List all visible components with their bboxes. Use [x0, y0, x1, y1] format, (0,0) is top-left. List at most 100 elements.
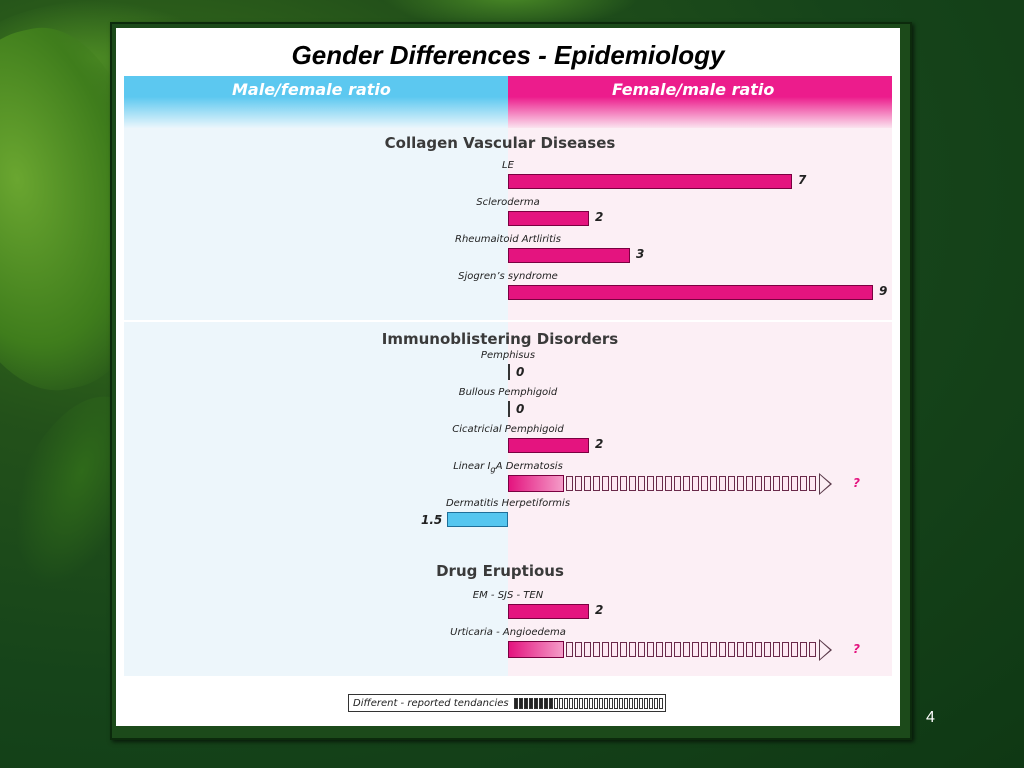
arrow-right-icon: [819, 472, 832, 495]
legend-segment: [578, 697, 583, 709]
tendency-bar-segment: [566, 642, 573, 657]
male-female-header: Male/female ratio: [124, 76, 508, 128]
bar-value-label: 7: [798, 173, 807, 187]
row-label: Sjogren’s syndrome: [458, 271, 558, 282]
tendency-bar-segment: [710, 642, 717, 657]
tendency-bar-segment: [602, 642, 609, 657]
tendency-bar-segment: [755, 476, 762, 491]
legend: Different - reported tendancies: [348, 694, 666, 712]
legend-segment: [593, 697, 598, 709]
bar-female-male: [508, 248, 630, 263]
tendency-bar-segment: [782, 642, 789, 657]
male-female-header-label: Male/female ratio: [232, 80, 391, 99]
tendency-bar-segment: [728, 642, 735, 657]
tendency-bar-solid: [508, 641, 564, 658]
tendency-bar-segment: [764, 642, 771, 657]
tendency-bar-segment: [764, 476, 771, 491]
bar-value-label: 9: [879, 284, 888, 298]
legend-tendency-swatch: [513, 697, 663, 709]
row-label: Bullous Pemphigoid: [458, 387, 558, 398]
row-label: Urticaria - Angioedema: [450, 627, 566, 638]
tendency-bar-segment: [638, 476, 645, 491]
tendency-bar-segment: [791, 476, 798, 491]
female-male-header-label: Female/male ratio: [612, 80, 775, 99]
tendency-bar-segment: [746, 642, 753, 657]
legend-segment: [583, 697, 588, 709]
bar-value-label: 1.5: [421, 513, 443, 527]
zero-bar: [508, 364, 510, 380]
tendency-bar-segment: [620, 476, 627, 491]
tendency-bar-segment: [602, 476, 609, 491]
legend-segment: [538, 697, 543, 709]
tendency-bar-segment: [665, 476, 672, 491]
legend-segment: [598, 697, 603, 709]
legend-segment: [603, 697, 608, 709]
tendency-bar-segment: [728, 476, 735, 491]
male-side-background: [124, 550, 508, 676]
tendency-bar-segment: [746, 476, 753, 491]
row-label-subscript: g: [490, 464, 496, 474]
tendency-bar-segment: [791, 642, 798, 657]
tendency-bar-segment: [701, 476, 708, 491]
tendency-bar-segment: [773, 476, 780, 491]
tendency-bar-segment: [629, 476, 636, 491]
legend-segment: [653, 697, 658, 709]
tendency-bar-segment: [773, 642, 780, 657]
row-label: Scleroderma: [476, 197, 540, 208]
tendency-bar-segment: [656, 476, 663, 491]
tendency-bar-segment: [611, 642, 618, 657]
tendency-bar-segment: [701, 642, 708, 657]
tendency-bar-segment: [737, 476, 744, 491]
tendency-bar-segment: [638, 642, 645, 657]
legend-segment: [563, 697, 568, 709]
legend-segment: [543, 697, 548, 709]
tendency-bar-segment: [674, 642, 681, 657]
legend-segment: [528, 697, 533, 709]
legend-segment: [638, 697, 643, 709]
tendency-bar-segment: [584, 642, 591, 657]
tendency-bar-segment: [692, 476, 699, 491]
bar-value-label: 2: [595, 603, 604, 617]
bar-value-label: 2: [595, 210, 604, 224]
legend-segment: [648, 697, 653, 709]
legend-segment: [558, 697, 563, 709]
tendency-bar-segment: [656, 642, 663, 657]
page-title: Gender Differences - Epidemiology: [291, 40, 725, 70]
section-title: Collagen Vascular Diseases: [384, 134, 616, 152]
legend-segment: [623, 697, 628, 709]
female-male-header: Female/male ratio: [508, 76, 892, 128]
tendency-bar-segment: [755, 642, 762, 657]
tendency-bar-segment: [575, 476, 582, 491]
tendency-bar-segment: [683, 476, 690, 491]
bar-male-female: [447, 512, 508, 527]
tendency-bar-segment: [710, 476, 717, 491]
bar-value-label: ?: [853, 476, 860, 490]
tendency-bar-segment: [809, 642, 816, 657]
tendency-bar-segment: [674, 476, 681, 491]
tendency-bar: [508, 638, 832, 661]
bar-value-label: 0: [516, 365, 525, 379]
legend-label: Different - reported tendancies: [353, 697, 509, 709]
row-label: Rheumaitoid Artliritis: [455, 234, 561, 245]
tendency-bar-segment: [665, 642, 672, 657]
row-label: Cicatricial Pemphigoid: [452, 424, 564, 435]
tendency-bar-segment: [683, 642, 690, 657]
zero-bar: [508, 401, 510, 417]
legend-segment: [548, 697, 553, 709]
section-title: Immunoblistering Disorders: [381, 330, 619, 348]
tendency-bar: [508, 472, 832, 495]
tendency-bar-segment: [719, 476, 726, 491]
slide-content: Gender Differences - Epidemiology Male/f…: [116, 28, 900, 726]
tendency-bar-segment: [584, 476, 591, 491]
bar-value-label: 2: [595, 437, 604, 451]
male-side-background: [124, 128, 508, 320]
legend-segment: [523, 697, 528, 709]
legend-segment: [513, 697, 518, 709]
tendency-bar-segment: [800, 476, 807, 491]
tendency-bar-solid: [508, 475, 564, 492]
legend-segment: [588, 697, 593, 709]
tendency-bar-segment: [809, 476, 816, 491]
tendency-bar-segment: [611, 476, 618, 491]
tendency-bar-segment: [593, 642, 600, 657]
legend-segment: [628, 697, 633, 709]
